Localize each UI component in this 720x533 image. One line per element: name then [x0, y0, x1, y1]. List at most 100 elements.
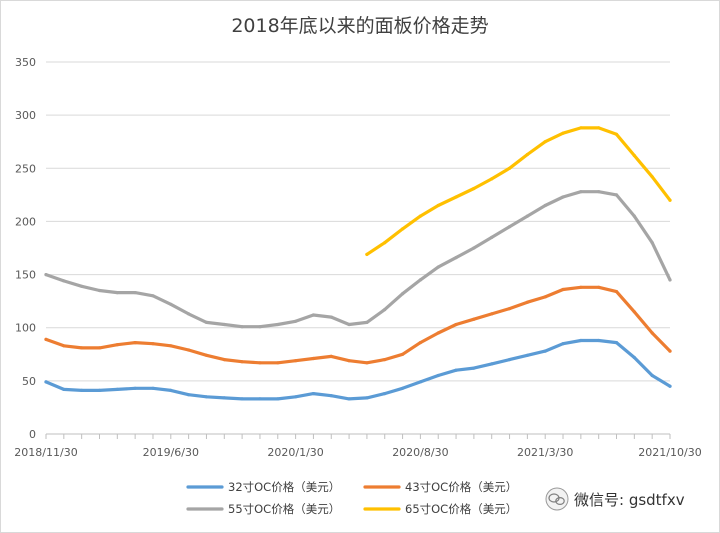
data-point	[347, 322, 351, 327]
watermark-text: 微信号: gsdtfxv	[574, 491, 685, 509]
data-point	[187, 348, 191, 352]
x-tick-label: 2020/8/30	[392, 446, 448, 459]
data-point	[472, 317, 476, 321]
data-point	[383, 358, 387, 362]
data-point	[507, 358, 512, 362]
data-point	[97, 388, 102, 392]
data-point	[401, 292, 405, 296]
x-tick-label: 2020/1/30	[267, 446, 323, 459]
data-point	[187, 393, 191, 397]
data-point	[240, 325, 244, 329]
data-point	[311, 313, 315, 317]
data-point	[668, 278, 672, 282]
data-point	[650, 331, 654, 335]
data-point	[62, 344, 66, 348]
data-point	[597, 126, 601, 130]
data-point	[579, 338, 583, 343]
data-point	[383, 241, 387, 245]
data-point	[294, 319, 298, 323]
data-point	[240, 397, 244, 401]
data-point	[151, 342, 155, 346]
x-axis-ticks: 2018/11/30 2019/6/30 2020/1/30 2020/8/30 202…	[14, 434, 702, 459]
data-point	[365, 361, 369, 365]
series-line	[44, 285, 672, 365]
x-tick-label: 2021/3/30	[517, 446, 573, 459]
data-point	[258, 361, 262, 365]
data-point	[650, 373, 654, 378]
legend-item: 55寸OC价格（美元）	[186, 502, 340, 516]
data-point	[525, 152, 530, 157]
gridlines	[46, 61, 670, 382]
y-axis-ticks: 0 50 100 150 200 250 300 350	[15, 56, 36, 441]
data-point	[258, 325, 262, 329]
legend-label: 32寸OC价格（美元）	[228, 480, 340, 494]
data-point	[222, 358, 226, 362]
series-line	[44, 338, 672, 401]
data-point	[204, 395, 209, 399]
series-line	[44, 190, 672, 329]
data-point	[151, 386, 155, 390]
data-point	[169, 388, 173, 392]
data-point	[668, 384, 672, 388]
y-tick-label: 100	[15, 322, 36, 335]
data-point	[650, 175, 654, 179]
data-point	[632, 310, 636, 314]
data-point	[97, 288, 102, 293]
wechat-icon	[545, 487, 569, 511]
series-2	[44, 285, 672, 365]
watermark: 微信号: gsdtfxv	[545, 487, 685, 511]
data-point	[614, 290, 619, 294]
data-point	[80, 346, 84, 350]
data-point	[472, 246, 476, 250]
data-point	[80, 388, 84, 392]
data-point	[561, 287, 565, 292]
data-point	[418, 214, 422, 218]
data-point	[490, 312, 494, 316]
data-point	[543, 140, 547, 144]
y-tick-label: 0	[29, 428, 36, 441]
data-point	[294, 395, 298, 399]
data-point	[561, 131, 565, 135]
data-point	[187, 312, 191, 316]
series-line	[365, 126, 672, 256]
series-3	[44, 190, 672, 329]
data-point	[418, 341, 422, 345]
data-point	[597, 285, 601, 289]
data-point	[579, 126, 583, 130]
data-point	[454, 256, 458, 260]
data-point	[62, 387, 66, 391]
data-point	[507, 166, 512, 170]
data-point	[418, 278, 422, 282]
data-point	[347, 359, 351, 363]
data-point	[365, 320, 369, 324]
x-tick-label: 2021/10/30	[638, 446, 701, 459]
y-tick-label: 50	[22, 375, 36, 388]
data-point	[365, 252, 369, 256]
data-point	[62, 279, 66, 283]
data-point	[169, 344, 173, 348]
data-point	[543, 203, 547, 208]
data-point	[632, 153, 636, 158]
data-point	[276, 361, 280, 365]
data-point	[579, 190, 583, 194]
data-point	[418, 380, 422, 384]
data-point	[276, 322, 280, 327]
data-point	[454, 195, 458, 199]
data-point	[472, 186, 476, 191]
data-point	[436, 265, 440, 269]
data-point	[579, 285, 583, 289]
legend-label: 55寸OC价格（美元）	[228, 502, 340, 516]
data-point	[80, 284, 84, 288]
data-point	[436, 331, 440, 335]
data-point	[436, 203, 440, 208]
data-point	[276, 397, 280, 401]
data-point	[44, 273, 48, 277]
data-point	[454, 322, 458, 327]
data-point	[115, 387, 119, 391]
y-tick-label: 200	[15, 215, 36, 228]
data-point	[133, 386, 137, 390]
data-point	[597, 338, 601, 343]
y-tick-label: 300	[15, 109, 36, 122]
data-point	[222, 396, 226, 400]
data-point	[115, 343, 119, 347]
